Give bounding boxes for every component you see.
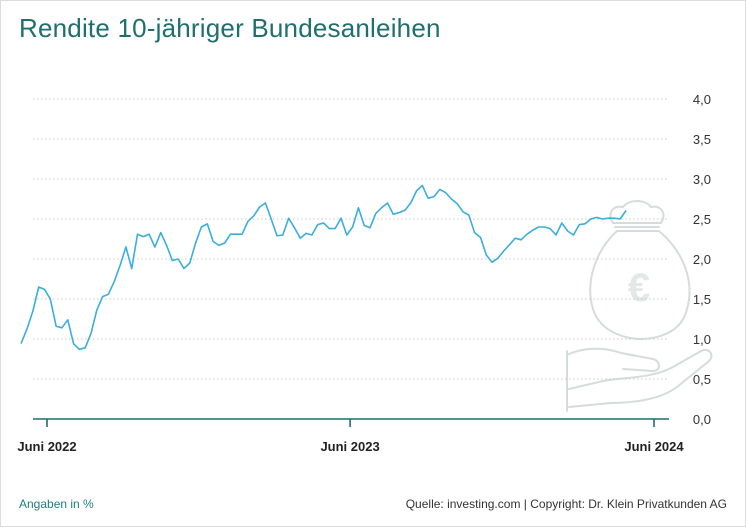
money-bag-euro-in-hand-icon: €	[566, 200, 713, 412]
series-line	[20, 184, 627, 351]
y-tick-label: 4,0	[693, 92, 711, 107]
y-tick-label: 2,0	[693, 252, 711, 267]
y-tick-label: 3,0	[693, 172, 711, 187]
y-tick-label: 2,5	[693, 212, 711, 227]
x-tick-label: Juni 2024	[624, 439, 684, 454]
y-tick-label: 0,0	[693, 412, 711, 427]
x-tick-label: Juni 2023	[320, 439, 379, 454]
y-tick-label: 1,0	[693, 332, 711, 347]
y-tick-label: 3,5	[693, 132, 711, 147]
source-note: Quelle: investing.com | Copyright: Dr. K…	[405, 497, 727, 511]
gridlines	[33, 98, 669, 380]
y-tick-label: 1,5	[693, 292, 711, 307]
unit-note: Angaben in %	[19, 497, 94, 511]
y-tick-label: 0,5	[693, 372, 711, 387]
x-tick-label: Juni 2022	[17, 439, 76, 454]
x-axis: Juni 2022 Juni 2023 Juni 2024	[17, 418, 684, 454]
svg-text:€: €	[628, 266, 650, 310]
chart-title: Rendite 10-jähriger Bundesanleihen	[19, 13, 441, 43]
y-axis: 0,0 0,5 1,0 1,5 2,0 2,5 3,0 3,5 4,0	[693, 92, 711, 427]
